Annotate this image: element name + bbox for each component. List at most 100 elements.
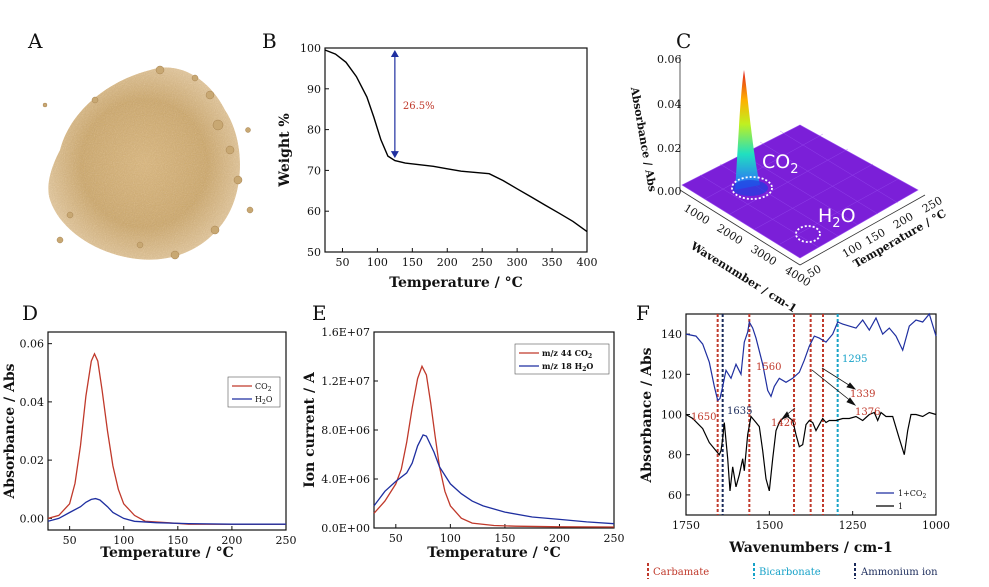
d-y-tick-label: 0.02	[20, 454, 45, 467]
d-y-axis-title: Absorbance / Abs	[2, 363, 18, 499]
d-x-tick-label: 50	[63, 534, 77, 547]
tga-y-tick-label: 80	[307, 124, 321, 137]
panel-letter-f: F	[636, 301, 650, 325]
e-x-tick-label: 100	[440, 532, 461, 545]
powder-photo	[42, 65, 254, 260]
e-x-axis-title: Temperature / °C	[427, 545, 561, 561]
e-x-tick-label: 200	[549, 532, 570, 545]
f-y-tick-label: 80	[668, 449, 682, 462]
peak-label-1560: 1560	[756, 362, 781, 373]
e-x-tick-label: 50	[389, 532, 403, 545]
ms-ion-current-chart: 50 100 150 200 250 0.0E+00 4.0E+06 8.0E+06 1.2E+…	[302, 326, 625, 561]
d-legend: CO2 H2O	[227, 376, 281, 408]
e-legend-co2: m/z 44 CO2	[542, 348, 592, 360]
tga-x-axis-title: Temperature / °C	[389, 275, 523, 291]
surface-y-axis	[799, 194, 926, 266]
d-h2o-line	[47, 497, 286, 525]
e-legend-h2o: m/z 18 H2O	[542, 361, 593, 373]
f-x-tick-label: 1750	[672, 519, 700, 532]
e-y-tick-label: 0.0E+00	[321, 522, 370, 535]
panel-letter-b: B	[262, 29, 277, 53]
e-x-tick-label: 150	[494, 532, 515, 545]
f-legend: 1+CO2 1	[876, 489, 926, 511]
panel-letter-e: E	[312, 301, 327, 325]
d-x-tick-label: 200	[221, 534, 242, 547]
tga-y-axis-title: Weight %	[277, 113, 293, 187]
surface-x-axis-title: Wavenumber / cm-1	[688, 239, 799, 315]
f-x-axis-title: Wavenumbers / cm-1	[728, 540, 893, 556]
tga-x-tick-label: 200	[437, 256, 458, 269]
f-y-tick-label: 140	[661, 328, 682, 341]
e-legend: m/z 44 CO2 m/z 18 H2O	[514, 343, 610, 375]
f-x-tick-label: 1500	[755, 519, 783, 532]
surface-y-tick-0: 50	[805, 262, 824, 280]
f-x-tick-label: 1250	[839, 519, 867, 532]
weight-loss-label: 26.5%	[403, 101, 435, 112]
e-y-tick-label: 8.0E+06	[321, 424, 370, 437]
tga-plot-frame	[324, 47, 588, 253]
ftir-profile-chart: 50 100 150 200 250 0.00 0.02 0.04 0.06 CO2 H2O T…	[2, 331, 297, 561]
tga-x-tick-label: 300	[507, 256, 528, 269]
surface-x-tick-2: 3000	[748, 243, 779, 269]
panel-letter-d: D	[22, 301, 38, 325]
co2-circle	[731, 176, 773, 200]
peak-label-1635: 1635	[727, 406, 752, 417]
f-1co2-line	[685, 312, 937, 402]
h2o-label: H2O	[818, 205, 856, 231]
co2-label: CO2	[762, 151, 799, 177]
e-y-tick-label: 1.6E+07	[321, 326, 370, 339]
tga-y-tick-label: 50	[307, 246, 321, 259]
panel-letter-a: A	[27, 29, 43, 53]
tga-x-tick-label: 50	[335, 256, 349, 269]
peak-arrows	[780, 367, 857, 420]
d-x-axis-title: Temperature / °C	[100, 545, 234, 561]
tga-y-tick-label: 90	[307, 83, 321, 96]
surface-z-tick-3: 0.06	[657, 53, 682, 66]
tga-x-tick-label: 400	[577, 256, 598, 269]
key-ammonium: Ammonium ion	[860, 567, 938, 578]
tga-x-tick-label: 250	[472, 256, 493, 269]
tga-series-line	[324, 49, 588, 233]
tga-x-tick-label: 350	[542, 256, 563, 269]
surface-z-axis-title: Absorbance / Abs	[628, 85, 659, 193]
f-y-tick-label: 100	[661, 409, 682, 422]
e-h2o-line	[373, 434, 615, 525]
peak-label-1376: 1376	[855, 407, 880, 418]
f-y-tick-label: 120	[661, 368, 682, 381]
co2-peak	[735, 70, 760, 190]
co2-peak-base	[732, 180, 768, 196]
d-x-tick-label: 250	[276, 534, 297, 547]
f-y-axis-title: Absorbance / Abs	[639, 347, 655, 483]
d-y-tick-label: 0.00	[20, 512, 45, 525]
tga-y-tick-label: 70	[307, 164, 321, 177]
ftir-3d-surface: CO2 H2O 0.06 0.04 0.02 0.00 Absorbance /…	[628, 53, 949, 315]
f-y-tick-label: 60	[668, 489, 682, 502]
surface-x-tick-0: 1000	[681, 202, 712, 228]
f-legend-1: 1	[898, 502, 903, 511]
surface-z-tick-0: 0.00	[657, 185, 682, 198]
tga-x-tick-label: 150	[402, 256, 423, 269]
weight-loss-arrow	[390, 50, 399, 159]
f-legend-1co2: 1+CO2	[898, 489, 926, 500]
d-legend-co2: CO2	[255, 382, 272, 393]
tga-x-tick-label: 100	[367, 256, 388, 269]
e-co2-line	[373, 364, 615, 528]
f-marker-key: Carbamate Bicarbonate Ammonium ion	[647, 563, 938, 579]
tga-y-tick-label: 100	[300, 42, 321, 55]
peak-label-1295: 1295	[842, 354, 867, 365]
d-legend-h2o: H2O	[255, 395, 273, 406]
e-x-tick-label: 250	[604, 532, 625, 545]
surface-z-tick-1: 0.02	[657, 142, 682, 155]
peak-label-1650: 1650	[691, 412, 716, 423]
d-x-tick-label: 150	[167, 534, 188, 547]
f-x-tick-label: 1000	[922, 519, 950, 532]
peak-label-1339: 1339	[850, 389, 875, 400]
tga-y-tick-label: 60	[307, 205, 321, 218]
f-1-line	[685, 411, 937, 492]
e-y-tick-label: 4.0E+06	[321, 473, 370, 486]
surface-x-tick-1: 2000	[714, 222, 745, 248]
h2o-circle	[795, 225, 821, 243]
tga-chart: 50 100 150 200 250 300 350 400 50 60 70 80 90 100 26.…	[277, 42, 598, 291]
